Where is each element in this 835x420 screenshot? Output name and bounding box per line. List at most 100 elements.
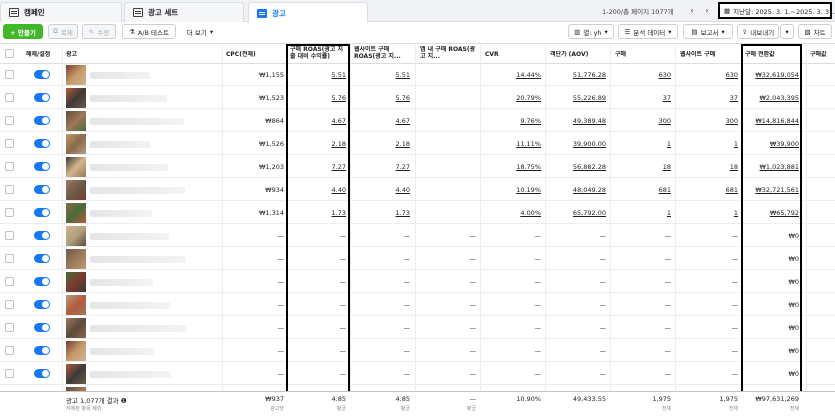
cell-roas[interactable]: 2.18	[331, 140, 346, 148]
status-toggle[interactable]	[34, 162, 50, 171]
cell-web-roas[interactable]: —	[403, 301, 411, 309]
cell-conv-value[interactable]: ₩32,619,054	[755, 71, 799, 79]
ad-thumbnail[interactable]	[66, 157, 86, 177]
table-row[interactable]: ₩1,203 7.27 7.27 18.75% 56,882.28 18 18 ₩1,023,…	[0, 156, 835, 178]
table-row[interactable]: — — — — — — — — ₩0	[0, 340, 835, 362]
export-options-dropdown[interactable]: ▾	[780, 24, 794, 39]
cell-web-roas[interactable]: —	[403, 278, 411, 286]
cell-cvr[interactable]: —	[534, 232, 542, 240]
ad-thumbnail[interactable]	[66, 88, 86, 108]
cell-aov[interactable]: 39,900.00	[572, 140, 606, 148]
tab-campaigns[interactable]: 캠페인	[0, 2, 122, 22]
row-checkbox[interactable]	[5, 369, 14, 378]
cell-web-roas[interactable]: 2.18	[395, 140, 410, 148]
cell-web-purchase[interactable]: —	[731, 301, 739, 309]
ad-name-redacted[interactable]	[90, 72, 150, 79]
cell-cvr[interactable]: —	[534, 301, 542, 309]
cell-web-roas[interactable]: —	[403, 370, 411, 378]
cell-aov[interactable]: 48,049.28	[572, 186, 606, 194]
status-toggle[interactable]	[34, 70, 50, 79]
cell-web-roas[interactable]: 5.76	[395, 94, 410, 102]
cell-conv-value[interactable]: ₩14,816,844	[755, 117, 799, 125]
cell-aov[interactable]: —	[599, 301, 607, 309]
next-page-button[interactable]: ›	[705, 6, 709, 15]
export-button[interactable]: ⇪ 내보내기	[737, 24, 779, 39]
cell-purchase[interactable]: —	[664, 370, 672, 378]
status-toggle[interactable]	[34, 254, 50, 263]
cell-purchase[interactable]: 681	[658, 186, 671, 194]
ad-name-redacted[interactable]	[90, 348, 154, 355]
table-row[interactable]: — — — — — — — — ₩0	[0, 271, 835, 293]
ad-name-redacted[interactable]	[90, 118, 184, 125]
ad-thumbnail[interactable]	[66, 295, 86, 315]
status-toggle[interactable]	[34, 277, 50, 286]
reports-dropdown[interactable]: ▤ 보고서 ▾	[683, 24, 733, 39]
status-toggle[interactable]	[34, 93, 50, 102]
ad-thumbnail[interactable]	[66, 203, 86, 223]
col-status[interactable]: 해제/설정	[26, 51, 51, 58]
cell-web-purchase[interactable]: —	[731, 278, 739, 286]
cell-purchase[interactable]: —	[664, 278, 672, 286]
status-toggle[interactable]	[34, 139, 50, 148]
row-checkbox[interactable]	[5, 277, 14, 286]
cell-roas[interactable]: —	[339, 301, 347, 309]
cell-conv-value[interactable]: ₩32,721,561	[755, 186, 799, 194]
cell-purchase[interactable]: —	[664, 347, 672, 355]
cell-web-roas[interactable]: —	[403, 324, 411, 332]
cell-cvr[interactable]: —	[534, 278, 542, 286]
row-checkbox[interactable]	[5, 323, 14, 332]
row-checkbox[interactable]	[5, 93, 14, 102]
ad-thumbnail[interactable]	[66, 318, 86, 338]
cell-aov[interactable]: 49,389.48	[572, 117, 606, 125]
col-app-roas[interactable]: 앱 내 구매 ROAS(광고 지...	[420, 46, 476, 60]
cell-conv-value[interactable]: ₩0	[788, 278, 799, 286]
status-toggle[interactable]	[34, 346, 50, 355]
cell-web-purchase[interactable]: 300	[725, 117, 738, 125]
status-toggle[interactable]	[34, 208, 50, 217]
cell-cvr[interactable]: 18.75%	[516, 163, 541, 171]
ad-name-redacted[interactable]	[90, 256, 186, 263]
cell-aov[interactable]: 56,882.28	[572, 163, 606, 171]
col-extra[interactable]: 구매값	[810, 51, 827, 58]
row-checkbox[interactable]	[5, 70, 14, 79]
ad-name-redacted[interactable]	[90, 141, 151, 148]
ad-name-redacted[interactable]	[90, 325, 187, 332]
ad-name-redacted[interactable]	[90, 371, 171, 378]
cell-roas[interactable]: 4.67	[331, 117, 346, 125]
cell-roas[interactable]: 5.76	[331, 94, 346, 102]
cell-web-roas[interactable]: —	[403, 347, 411, 355]
cell-aov[interactable]: —	[599, 232, 607, 240]
cell-conv-value[interactable]: ₩0	[788, 347, 799, 355]
ad-thumbnail[interactable]	[66, 341, 86, 361]
chart-button[interactable]: ▧ 차트	[798, 24, 832, 39]
cell-aov[interactable]: 55,226.89	[572, 94, 606, 102]
cell-conv-value[interactable]: ₩0	[788, 301, 799, 309]
date-range-picker[interactable]: ▦ 지난달: 2025. 3. 1.~2025. 3. 31. ▾	[718, 2, 835, 19]
cell-cvr[interactable]: 10.19%	[516, 186, 541, 194]
col-cvr[interactable]: CVR	[485, 51, 499, 58]
status-toggle[interactable]	[34, 323, 50, 332]
cell-cvr[interactable]: —	[534, 255, 542, 263]
cell-web-roas[interactable]: —	[403, 255, 411, 263]
cell-aov[interactable]: —	[599, 370, 607, 378]
table-row[interactable]: ₩1,526 2.18 2.18 11.11% 39,900.00 1 1 ₩39,900	[0, 133, 835, 155]
cell-web-roas[interactable]: 5.51	[395, 71, 410, 79]
table-row[interactable]: — — — — — — — — ₩0	[0, 225, 835, 247]
cell-web-purchase[interactable]: 1	[733, 209, 738, 217]
table-row[interactable]: — — — — — — — — ₩0	[0, 317, 835, 339]
col-web-roas[interactable]: 웹사이트 구매 ROAS(광고 지...	[354, 46, 401, 60]
cell-purchase[interactable]: —	[664, 301, 672, 309]
cell-web-purchase[interactable]: —	[731, 324, 739, 332]
status-toggle[interactable]	[34, 185, 50, 194]
duplicate-button[interactable]: ⧉ 복제	[48, 24, 78, 39]
cell-conv-value[interactable]: ₩39,900	[769, 140, 799, 148]
cell-roas[interactable]: 4.40	[331, 186, 346, 194]
cell-conv-value[interactable]: ₩0	[788, 255, 799, 263]
table-row[interactable]: ₩864 4.67 4.67 9.76% 49,389.48 300 300 ₩14,816,…	[0, 110, 835, 132]
ad-name-redacted[interactable]	[90, 210, 152, 217]
cell-cvr[interactable]: —	[534, 324, 542, 332]
row-checkbox[interactable]	[5, 231, 14, 240]
cell-conv-value[interactable]: ₩0	[788, 370, 799, 378]
cell-web-purchase[interactable]: 1	[733, 140, 738, 148]
ad-thumbnail[interactable]	[66, 111, 86, 131]
